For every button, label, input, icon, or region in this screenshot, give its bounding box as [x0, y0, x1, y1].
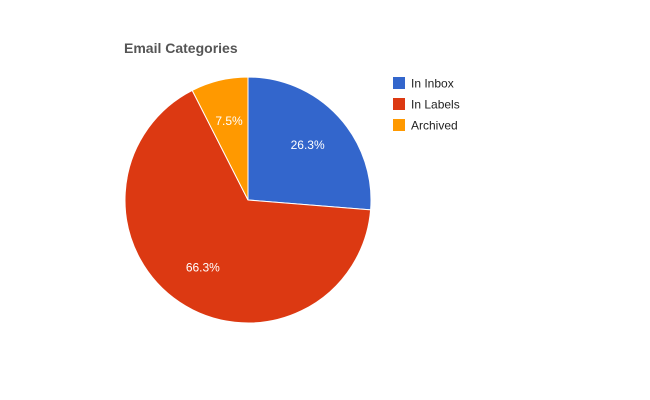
legend-swatch-in-inbox[interactable]: [393, 77, 405, 89]
pie-slice-in-labels[interactable]: [124, 89, 372, 324]
pie-slice-archived[interactable]: [191, 76, 249, 201]
legend-label-archived[interactable]: Archived: [411, 119, 458, 133]
chart-legend: In Inbox In Labels Archived: [393, 77, 460, 133]
pie-slices: [124, 76, 372, 324]
legend-swatch-archived[interactable]: [393, 119, 405, 131]
chart-title: Email Categories: [124, 40, 238, 56]
slice-label-in-inbox: 26.3%: [291, 138, 325, 152]
pie-slice-in-inbox[interactable]: [247, 76, 372, 211]
pie-slice-labels: 26.3% 66.3% 7.5%: [186, 114, 325, 274]
slice-label-archived: 7.5%: [215, 114, 243, 128]
legend-label-in-labels[interactable]: In Labels: [411, 98, 460, 112]
legend-label-in-inbox[interactable]: In Inbox: [411, 77, 454, 91]
slice-label-in-labels: 66.3%: [186, 260, 220, 274]
legend-swatch-in-labels[interactable]: [393, 98, 405, 110]
